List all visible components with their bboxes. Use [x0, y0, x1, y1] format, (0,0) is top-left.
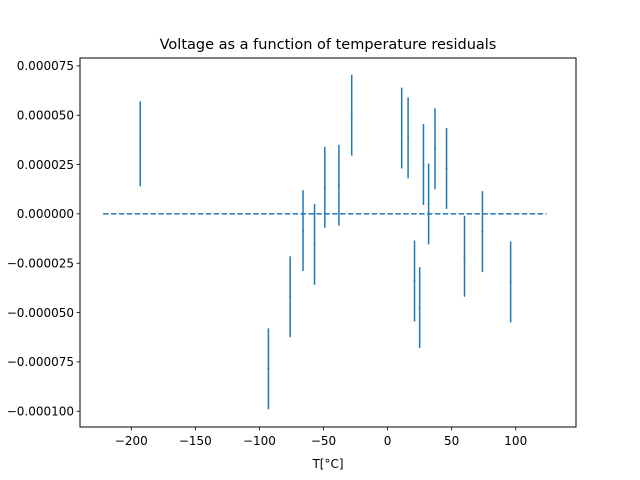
- plot-area: [103, 74, 547, 410]
- y-tick-label: −0.000050: [7, 306, 74, 320]
- data-point: [267, 328, 270, 410]
- data-point: [337, 144, 340, 226]
- data-point: [422, 124, 425, 206]
- point-marker: [434, 147, 437, 150]
- data-point: [313, 204, 316, 285]
- data-point: [427, 163, 430, 245]
- data-point: [407, 97, 410, 179]
- point-marker: [289, 295, 292, 298]
- y-tick-label: 0.000050: [17, 109, 74, 123]
- data-point: [463, 215, 466, 297]
- point-marker: [337, 184, 340, 187]
- point-marker: [400, 127, 403, 130]
- data-point: [139, 101, 142, 187]
- x-tick-label: 0: [384, 434, 392, 448]
- data-point: [434, 108, 437, 190]
- x-tick-label: −150: [179, 434, 212, 448]
- y-tick-label: 0.000025: [17, 158, 74, 172]
- x-tick-label: 100: [504, 434, 527, 448]
- data-point: [481, 191, 484, 273]
- point-marker: [509, 280, 512, 283]
- data-point: [350, 74, 353, 156]
- y-tick-label: −0.000075: [7, 355, 74, 369]
- y-tick-label: 0.000000: [17, 207, 74, 221]
- data-point: [289, 256, 292, 338]
- y-tick-label: 0.000075: [17, 59, 74, 73]
- point-marker: [422, 163, 425, 166]
- data-point: [445, 128, 448, 209]
- point-marker: [481, 230, 484, 233]
- point-marker: [427, 203, 430, 206]
- point-marker: [445, 167, 448, 170]
- x-tick-label: −200: [115, 434, 148, 448]
- data-point: [509, 241, 512, 323]
- point-marker: [313, 243, 316, 246]
- point-marker: [139, 142, 142, 145]
- data-point: [302, 190, 305, 272]
- y-tick-label: −0.000025: [7, 257, 74, 271]
- x-tick-label: −50: [311, 434, 336, 448]
- axes-frame: [79, 57, 577, 428]
- chart-title: Voltage as a function of temperature res…: [160, 37, 497, 53]
- x-axis-label: T[°C]: [311, 457, 343, 471]
- x-tick-label: −100: [243, 434, 276, 448]
- y-axis: −0.000100 −0.000075 −0.000050 −0.000025 0.00…: [7, 59, 80, 419]
- x-axis: −200 −150 −100 −50 0 50 100: [115, 427, 527, 448]
- point-marker: [407, 136, 410, 139]
- data-point: [323, 146, 326, 228]
- data-point: [413, 240, 416, 322]
- point-marker: [463, 255, 466, 258]
- point-marker: [413, 279, 416, 282]
- point-marker: [302, 229, 305, 232]
- point-marker: [418, 306, 421, 309]
- y-tick-label: −0.000100: [7, 405, 74, 419]
- x-tick-label: 50: [444, 434, 459, 448]
- point-marker: [267, 367, 270, 370]
- point-marker: [350, 114, 353, 117]
- data-point: [400, 87, 403, 169]
- data-point: [418, 267, 421, 349]
- point-marker: [323, 186, 326, 189]
